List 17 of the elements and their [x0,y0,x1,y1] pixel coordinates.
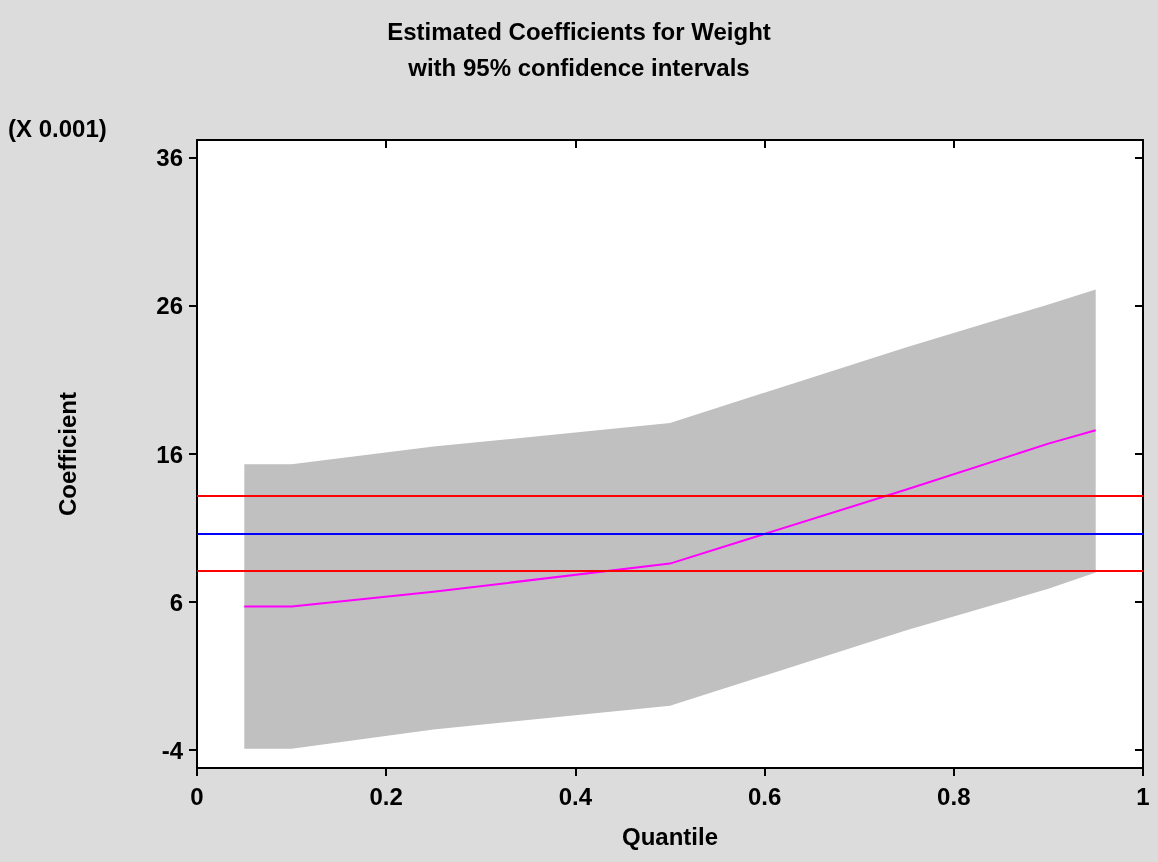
x-tick-label: 0 [190,782,204,810]
x-tick-label: 1 [1136,782,1150,810]
x-tick-label: 0.8 [937,782,971,810]
y-tick-label: -4 [161,736,184,764]
y-tick-label: 6 [169,588,183,616]
x-tick-label: 0.2 [369,782,403,810]
y-tick-label: 36 [156,144,183,172]
y-tick-label: 16 [156,440,183,468]
line-series [243,429,1097,608]
x-tick-label: 0.6 [747,782,782,810]
x-axis-title: Quantile [621,822,719,850]
chart-title: Estimated Coefficients for Weight [387,17,771,45]
y-axis-title: Coefficient [53,391,81,517]
y-tick-label: 26 [156,292,183,320]
text: (X 0.001) [8,114,107,142]
x-tick-label: 0.4 [558,782,593,810]
chart-subtitle: with 95% confidence intervals [407,53,750,81]
